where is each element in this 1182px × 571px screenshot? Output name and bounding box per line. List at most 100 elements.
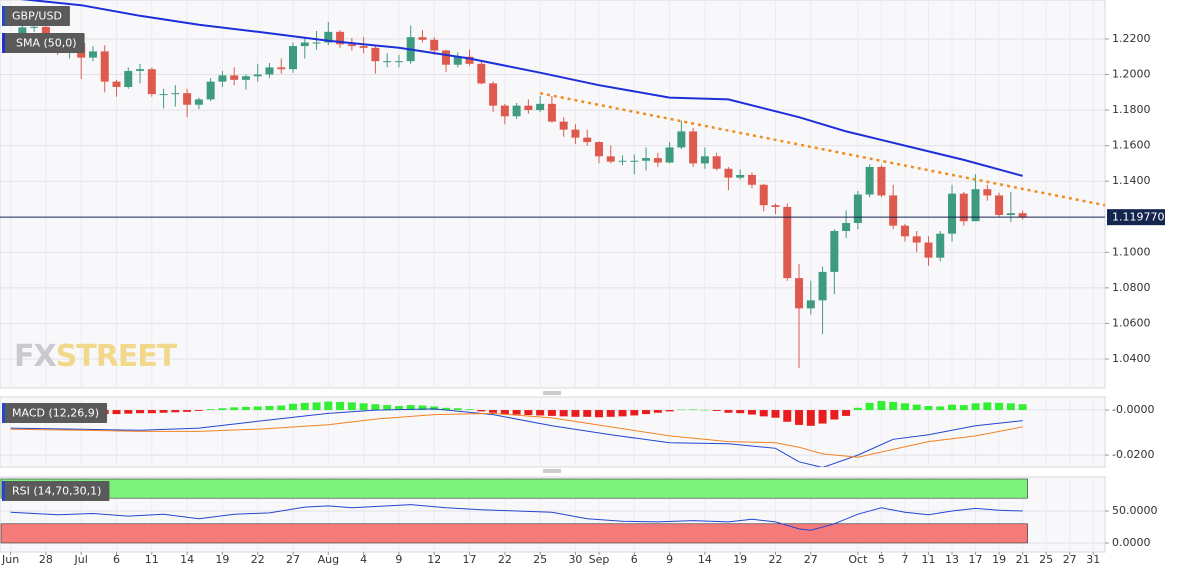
panel-handle[interactable]	[541, 391, 563, 395]
watermark-part: STREET	[56, 339, 178, 374]
candle-body	[771, 205, 780, 207]
candle-body	[559, 121, 568, 130]
candle-body	[359, 46, 368, 48]
candle-body	[241, 76, 250, 80]
rsi-band	[0, 523, 1028, 544]
x-tick-label: 27	[286, 553, 300, 566]
x-tick-label: 4	[360, 553, 367, 566]
x-tick-label: 9	[666, 553, 673, 566]
candle-body	[736, 174, 745, 178]
watermark: FXSTREET	[14, 339, 178, 374]
macd-histogram-bar	[795, 410, 804, 425]
macd-histogram-bar	[771, 410, 780, 418]
x-tick-label: 27	[1063, 553, 1077, 566]
macd-histogram-bar	[500, 410, 509, 415]
candle-body	[830, 230, 839, 272]
x-tick-label: 22	[498, 553, 512, 566]
candle-body	[383, 61, 392, 63]
x-tick-label: 25	[533, 553, 547, 566]
macd-histogram-bar	[642, 410, 651, 415]
candle-body	[289, 46, 298, 70]
macd-histogram-bar	[583, 410, 592, 417]
panel-handle[interactable]	[541, 469, 563, 474]
x-tick-label: 12	[427, 553, 441, 566]
y-tick-label: 50.0000	[1112, 504, 1158, 517]
macd-histogram-bar	[300, 402, 309, 411]
x-tick-label: Aug	[318, 553, 339, 566]
x-tick-label: 22	[251, 553, 265, 566]
label-strip	[2, 481, 5, 501]
x-tick-label: 5	[878, 553, 885, 566]
candle-body	[136, 69, 145, 71]
label-box	[2, 481, 110, 501]
macd-histogram-bar	[724, 410, 733, 413]
candle-body	[277, 67, 286, 70]
candle-body	[1006, 213, 1015, 215]
candle-body	[159, 94, 168, 96]
candle-body	[653, 158, 662, 163]
macd-histogram-bar	[594, 410, 603, 418]
macd-histogram-bar	[759, 410, 768, 417]
macd-histogram-bar	[747, 410, 756, 415]
candle-body	[983, 189, 992, 196]
candle-body	[300, 42, 309, 47]
candle-body	[877, 166, 886, 196]
watermark-part: FX	[14, 339, 56, 374]
x-tick-label: 19	[992, 553, 1006, 566]
macd-histogram-bar	[948, 404, 957, 411]
candle-body	[806, 300, 815, 309]
macd-histogram-bar	[442, 407, 451, 411]
candle-body	[630, 160, 639, 162]
x-tick-label: 11	[145, 553, 159, 566]
label-text: RSI (14,70,30,1)	[12, 485, 101, 498]
candle-body	[512, 105, 521, 117]
macd-histogram-bar	[830, 410, 839, 420]
candle-body	[218, 75, 227, 82]
macd-histogram-bar	[1018, 404, 1027, 411]
candle-body	[889, 195, 898, 226]
candle-body	[689, 131, 698, 164]
candle-body	[112, 81, 121, 87]
macd-histogram-bar	[689, 409, 698, 411]
x-tick-label: 14	[698, 553, 712, 566]
candle-body	[795, 278, 804, 309]
candle-body	[183, 93, 192, 105]
x-tick-label: 31	[1086, 553, 1100, 566]
label-box	[2, 403, 108, 423]
macd-histogram-bar	[241, 406, 250, 411]
candle-body	[853, 194, 862, 223]
x-tick-label: 6	[113, 553, 120, 566]
macd-histogram-bar	[430, 406, 439, 411]
plot-area	[0, 0, 1105, 388]
macd-histogram-bar	[971, 403, 980, 411]
y-tick-label: 1.1600	[1112, 139, 1151, 152]
candle-body	[442, 50, 451, 65]
macd-line	[10, 412, 1023, 458]
x-tick-label: Sep	[589, 553, 610, 566]
indicator-label: GBP/USD	[2, 6, 70, 26]
x-tick-label: Jun	[1, 553, 19, 566]
macd-histogram-bar	[665, 410, 674, 412]
label-strip	[2, 403, 5, 423]
y-tick-label: 1.2000	[1112, 68, 1151, 81]
candle-body	[18, 27, 27, 34]
macd-histogram-bar	[924, 406, 933, 411]
candle-body	[665, 147, 674, 163]
x-tick-label: 30	[568, 553, 582, 566]
x-tick-label: 9	[395, 553, 402, 566]
candle-body	[171, 93, 180, 95]
candle-body	[1018, 213, 1027, 218]
label-box	[2, 33, 85, 53]
candle-body	[124, 70, 133, 87]
macd-histogram-bar	[312, 402, 321, 411]
macd-histogram-bar	[1006, 403, 1015, 411]
macd-histogram-bar	[559, 410, 568, 417]
price-panel	[0, 0, 1106, 389]
candle-body	[312, 42, 321, 44]
macd-histogram-bar	[218, 408, 227, 411]
candle-body	[265, 67, 274, 75]
candle-body	[253, 74, 262, 77]
macd-histogram-bar	[347, 402, 356, 411]
macd-histogram-bar	[536, 410, 545, 416]
y-tick-label: -0.0000	[1112, 403, 1154, 416]
